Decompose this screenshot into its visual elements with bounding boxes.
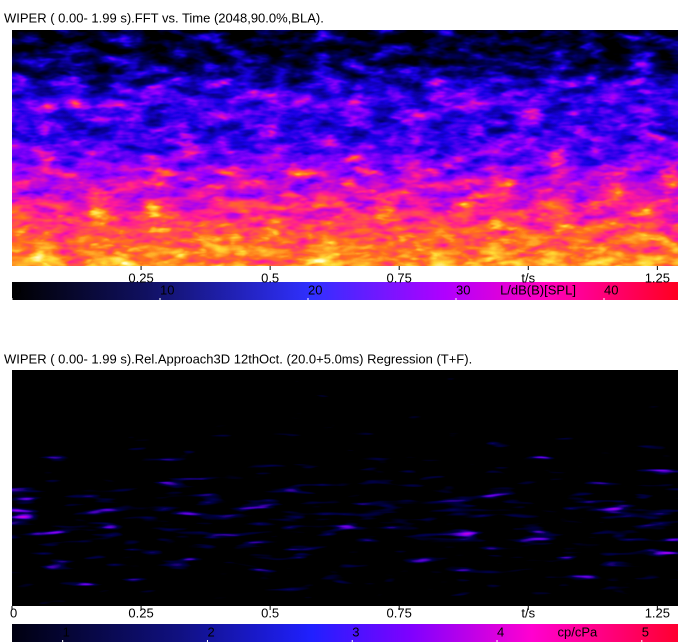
colorbar-label: 10 [160,282,174,297]
colorbar-label: 20 [308,282,322,297]
x-tick-label: 0.5 [261,270,279,285]
colorbar-unit: cp/cPa [558,624,599,639]
colorbar-label: 2 [207,624,214,639]
x-tick-label: 0.5 [261,605,279,620]
spectrogram [12,370,678,606]
spectrogram [12,30,678,266]
x-tick-label: 0.25 [128,270,153,285]
colorbar-label: 3 [352,624,359,639]
colorbar-label: 40 [604,282,618,297]
x-tick-label: t/s [521,270,535,285]
x-tick-label: 0.75 [387,605,412,620]
colorbar-label: 4 [497,624,504,639]
x-tick-label: 1.25 [645,270,670,285]
colorbar [12,624,678,642]
x-tick-label: 0.25 [128,605,153,620]
x-tick-label: t/s [521,605,535,620]
colorbar-label: 1 [63,624,70,639]
x-tick-label: 1.25 [645,605,670,620]
colorbar-label: 30 [456,282,470,297]
colorbar [12,282,678,300]
colorbar-label: 0 [14,282,21,297]
x-tick-label: 0 [10,605,17,620]
colorbar-unit: L/dB(B)[SPL] [500,282,576,297]
chart-title: WIPER ( 0.00- 1.99 s).FFT vs. Time (2048… [4,10,324,25]
colorbar-label: 5 [642,624,649,639]
chart-title: WIPER ( 0.00- 1.99 s).Rel.Approach3D 12t… [4,351,472,366]
x-tick-label: 0.75 [387,270,412,285]
